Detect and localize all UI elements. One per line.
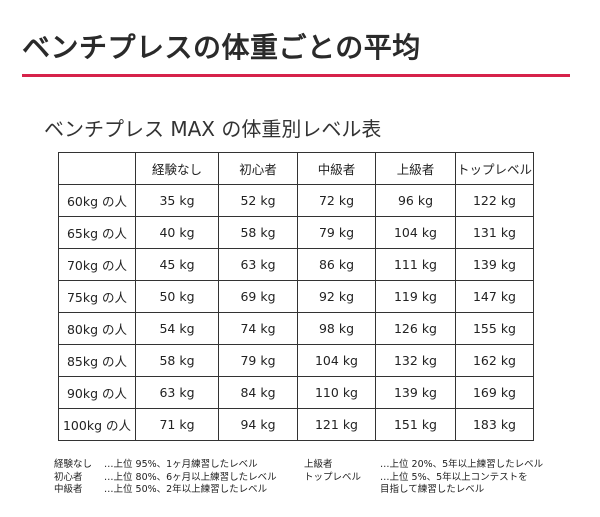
table-cell: 131 kg [455,216,534,249]
note-text: …上位 5%、5年以上コンテストを [380,471,528,483]
note-text: …上位 20%、5年以上練習したレベル [380,459,544,470]
table-cell: 162 kg [455,344,534,377]
table-cell: 50 kg [135,280,219,313]
header-cell-intermediate: 中級者 [297,152,376,185]
header-cell-top-level: トップレベル [455,152,534,185]
table-cell: 119 kg [375,280,456,313]
note-line: トップレベル …上位 5%、5年以上コンテストを [304,472,600,485]
note-key: 中級者 [54,484,83,495]
table-cell: 126 kg [375,312,456,345]
table-cell: 84 kg [218,376,298,409]
table-cell: 121 kg [297,408,376,441]
note-line: 上級者 …上位 20%、5年以上練習したレベル [304,459,600,472]
table-cell: 63 kg [218,248,298,281]
table-cell: 54 kg [135,312,219,345]
notes-right-column: 上級者 …上位 20%、5年以上練習したレベル トップレベル …上位 5%、5年以上… [304,459,600,497]
row-label: 85kg の人 [58,344,136,377]
table-cell: 40 kg [135,216,219,249]
table-cell: 132 kg [375,344,456,377]
table-cell: 104 kg [375,216,456,249]
table-cell: 110 kg [297,376,376,409]
table-cell: 122 kg [455,184,534,217]
table-header-row: 経験なし 初心者 中級者 上級者 トップレベル [58,152,534,185]
table-cell: 139 kg [455,248,534,281]
note-key: 経験なし [54,459,93,470]
table-row: 70kg の人 45 kg 63 kg 86 kg 111 kg 139 kg [58,248,534,281]
table-cell: 79 kg [297,216,376,249]
table-cell: 155 kg [455,312,534,345]
level-table: 経験なし 初心者 中級者 上級者 トップレベル 60kg の人 35 kg 52… [58,152,534,441]
table-row: 60kg の人 35 kg 52 kg 72 kg 96 kg 122 kg [58,184,534,217]
table-cell: 147 kg [455,280,534,313]
note-text: …上位 95%、1ヶ月練習したレベル [104,459,258,470]
table-cell: 151 kg [375,408,456,441]
table-row: 80kg の人 54 kg 74 kg 98 kg 126 kg 155 kg [58,312,534,345]
table-cell: 98 kg [297,312,376,345]
table-cell: 96 kg [375,184,456,217]
notes-left-column: 経験なし …上位 95%、1ヶ月練習したレベル 初心者 …上位 80%、6ヶ月以上練… [54,459,304,497]
table-cell: 72 kg [297,184,376,217]
header-cell-corner [58,152,136,185]
table-cell: 63 kg [135,376,219,409]
note-text: …上位 80%、6ヶ月以上練習したレベル [104,471,277,483]
table-cell: 35 kg [135,184,219,217]
table-row: 90kg の人 63 kg 84 kg 110 kg 139 kg 169 kg [58,376,534,409]
row-label: 65kg の人 [58,216,136,249]
heading-divider [22,74,570,77]
note-line: 経験なし …上位 95%、1ヶ月練習したレベル [54,459,304,472]
table-row: 100kg の人 71 kg 94 kg 121 kg 151 kg 183 k… [58,408,534,441]
table-cell: 71 kg [135,408,219,441]
table-row: 65kg の人 40 kg 58 kg 79 kg 104 kg 131 kg [58,216,534,249]
note-line: 目指して練習したレベル [304,484,600,497]
row-label: 70kg の人 [58,248,136,281]
page-heading: ベンチプレスの体重ごとの平均 [22,31,421,64]
note-text: 目指して練習したレベル [380,484,485,495]
header-cell-advanced: 上級者 [375,152,456,185]
table-cell: 139 kg [375,376,456,409]
note-text: …上位 50%、2年以上練習したレベル [104,484,268,495]
note-line: 初心者 …上位 80%、6ヶ月以上練習したレベル [54,472,304,485]
table-row: 85kg の人 58 kg 79 kg 104 kg 132 kg 162 kg [58,344,534,377]
table-cell: 58 kg [218,216,298,249]
table-cell: 169 kg [455,376,534,409]
note-key: 初心者 [54,471,83,483]
row-label: 90kg の人 [58,376,136,409]
row-label: 60kg の人 [58,184,136,217]
row-label: 75kg の人 [58,280,136,313]
table-cell: 94 kg [218,408,298,441]
header-cell-beginner: 初心者 [218,152,298,185]
row-label: 80kg の人 [58,312,136,345]
row-label: 100kg の人 [58,408,136,441]
table-cell: 183 kg [455,408,534,441]
table-cell: 92 kg [297,280,376,313]
table-title: ベンチプレス MAX の体重別レベル表 [44,117,382,141]
table-cell: 79 kg [218,344,298,377]
note-key: 上級者 [304,459,333,470]
table-cell: 104 kg [297,344,376,377]
table-cell: 45 kg [135,248,219,281]
table-row: 75kg の人 50 kg 69 kg 92 kg 119 kg 147 kg [58,280,534,313]
table-cell: 74 kg [218,312,298,345]
table-cell: 52 kg [218,184,298,217]
table-cell: 86 kg [297,248,376,281]
note-line: 中級者 …上位 50%、2年以上練習したレベル [54,484,304,497]
table-cell: 58 kg [135,344,219,377]
table-cell: 69 kg [218,280,298,313]
table-cell: 111 kg [375,248,456,281]
note-key: トップレベル [304,471,362,483]
header-cell-no-experience: 経験なし [135,152,219,185]
